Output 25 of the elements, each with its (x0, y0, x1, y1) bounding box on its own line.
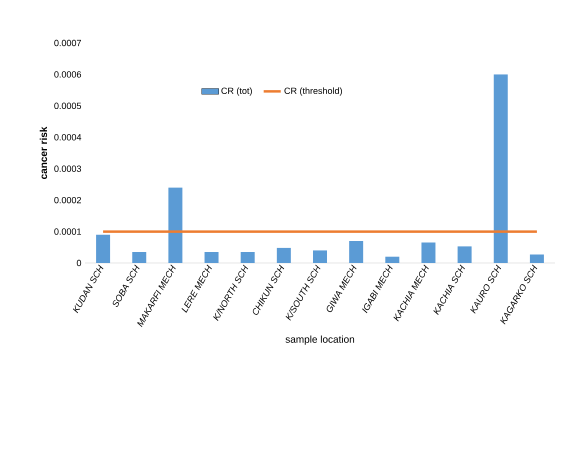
bar (421, 242, 436, 263)
bar (168, 188, 182, 263)
y-tick-label: 0 (76, 260, 82, 266)
bar (494, 74, 508, 263)
bar (204, 252, 219, 263)
bar (276, 248, 291, 263)
legend-label: CR (tot) (221, 87, 252, 96)
y-tick-label: 0.0001 (54, 228, 82, 235)
y-tick-label: 0.0006 (54, 71, 82, 78)
bar (530, 254, 544, 263)
y-tick-label: 0.0007 (54, 40, 82, 46)
bar (132, 252, 146, 263)
bar (96, 234, 110, 263)
y-tick-label: 0.0004 (54, 134, 82, 140)
x-axis-title: sample location (286, 335, 354, 345)
legend-label: CR (threshold) (284, 87, 342, 96)
bar (458, 246, 472, 263)
bar (349, 240, 364, 263)
y-tick-label: 0.0005 (54, 102, 82, 110)
bar (385, 256, 400, 263)
y-tick-label: 0.0003 (54, 166, 82, 172)
y-tick-label: 0.0002 (54, 196, 82, 204)
y-axis-title: cancer risk (40, 126, 48, 180)
bar (240, 252, 255, 263)
bar (313, 250, 327, 263)
